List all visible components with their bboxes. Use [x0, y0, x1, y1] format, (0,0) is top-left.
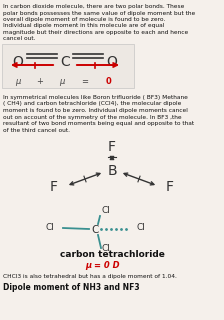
Text: Cl: Cl: [101, 244, 110, 253]
Text: μ: μ: [15, 77, 21, 86]
Text: O: O: [107, 55, 117, 69]
Text: overall dipole moment of molecule is found to be zero.: overall dipole moment of molecule is fou…: [3, 17, 165, 22]
Text: magnitude but their directions are opposite to each and hence: magnitude but their directions are oppos…: [3, 30, 188, 35]
Text: In carbon dioxide molecule, there are two polar bonds. These: In carbon dioxide molecule, there are tw…: [3, 4, 184, 9]
Text: F: F: [108, 140, 116, 154]
Text: =: =: [82, 77, 88, 86]
Text: 0: 0: [105, 77, 111, 86]
Text: F: F: [166, 180, 174, 194]
Text: moment is found to be zero. Individual dipole moments cancel: moment is found to be zero. Individual d…: [3, 108, 188, 113]
Text: C: C: [60, 55, 70, 69]
Text: CHCl3 is also tetrahedral but has a dipole moment of 1.04.: CHCl3 is also tetrahedral but has a dipo…: [3, 274, 177, 279]
FancyBboxPatch shape: [2, 44, 134, 88]
Text: Dipole moment of NH3 and NF3: Dipole moment of NH3 and NF3: [3, 283, 140, 292]
Text: Cl: Cl: [45, 223, 54, 233]
Text: of the third cancel out.: of the third cancel out.: [3, 127, 70, 132]
Text: out on account of the symmetry of the molecule. In BF3 ,the: out on account of the symmetry of the mo…: [3, 115, 182, 119]
Text: B: B: [107, 164, 117, 178]
Text: ( CH4) and carbon tetrachloride (CCl4), the molecular dipole: ( CH4) and carbon tetrachloride (CCl4), …: [3, 101, 181, 107]
Text: C: C: [91, 225, 99, 235]
Text: carbon tetrachloride: carbon tetrachloride: [60, 250, 165, 259]
Text: μ = 0 D: μ = 0 D: [85, 261, 120, 270]
Text: Individual dipole moment in this molecule are of equal: Individual dipole moment in this molecul…: [3, 23, 164, 28]
Text: resultant of two bond moments being equal and opposite to that: resultant of two bond moments being equa…: [3, 121, 194, 126]
Text: O: O: [13, 55, 24, 69]
Text: In symmetrical molecules like Boron trifluoride ( BF3) Methane: In symmetrical molecules like Boron trif…: [3, 95, 188, 100]
Text: μ: μ: [59, 77, 65, 86]
Text: +: +: [37, 77, 43, 86]
Text: Cl: Cl: [137, 223, 145, 233]
Text: polar bonds possesses the same value of dipole moment but the: polar bonds possesses the same value of …: [3, 11, 195, 15]
Text: F: F: [50, 180, 58, 194]
Text: cancel out.: cancel out.: [3, 36, 35, 42]
Text: Cl: Cl: [101, 206, 110, 215]
